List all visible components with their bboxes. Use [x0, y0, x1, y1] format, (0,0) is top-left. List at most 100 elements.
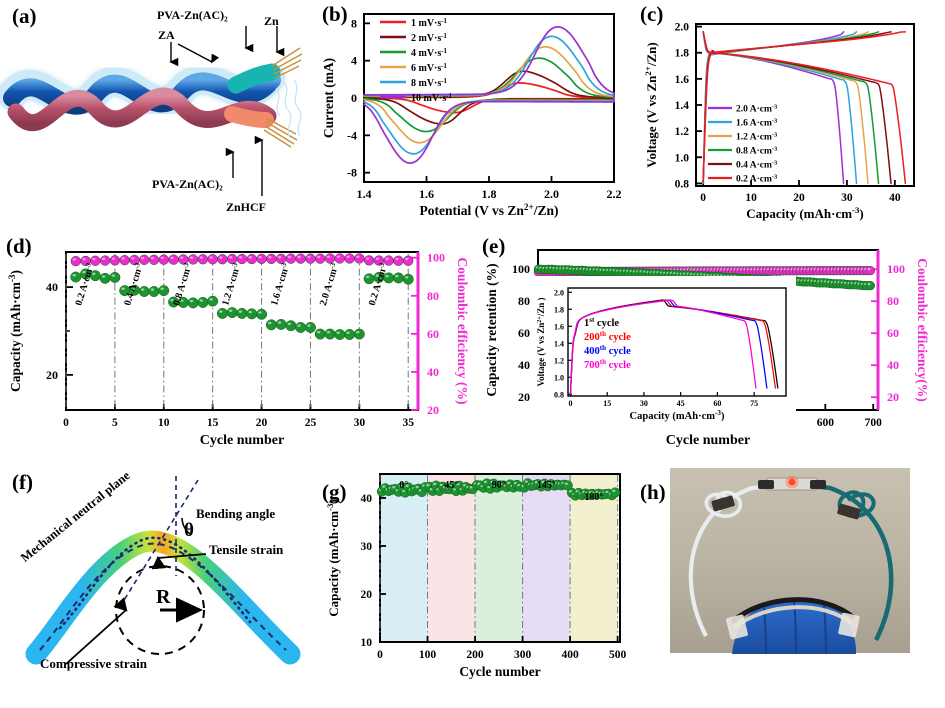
capacity-point — [610, 487, 621, 498]
panel-g: (g) 0 100 200 300 400 500 10 20 30 40 Cycle number… — [320, 458, 650, 708]
znhcf-segment — [224, 106, 274, 128]
axis-tick-label: 0 — [63, 417, 69, 429]
capacity-point — [562, 480, 573, 491]
zn-segment — [227, 63, 281, 94]
y-axis-title: Capacity retention (%) — [484, 263, 499, 396]
ce-point — [139, 254, 150, 265]
legend-label-4: 0.4 A·cm-3 — [736, 159, 777, 171]
legend-label-1: 2 mV·s-1 — [411, 33, 448, 45]
capacity-point — [109, 272, 121, 283]
panel-h: (h) — [640, 458, 945, 708]
capacity-point — [353, 328, 365, 340]
capacity-point — [295, 322, 307, 333]
ce-point — [99, 255, 111, 266]
capacity-point — [402, 273, 414, 285]
capacity-point — [304, 322, 316, 333]
wire-clip-right — [837, 503, 861, 520]
ce-point — [236, 253, 248, 265]
flexible-battery-device — [730, 597, 856, 624]
axis-tick-label: 1.6 — [554, 322, 564, 331]
annotation-radius: R — [156, 586, 171, 608]
bend-region-1 — [427, 474, 476, 642]
panel-a-label: (a) — [12, 4, 37, 28]
panel-e-chart: 0100200300400500600700202040406060808010… — [484, 249, 930, 448]
axis-tick-label: 40 — [361, 493, 373, 505]
x-axis-title: Potential (V vs Zn2+/Zn) — [420, 202, 559, 218]
ce-point — [295, 253, 306, 264]
capacity-point — [314, 328, 326, 340]
axis-tick-label: 0 — [377, 649, 383, 661]
panel-e: (e) 010020030040050060070020204040606080… — [480, 230, 945, 458]
panel-c: (c) 0 10 20 30 40 0.8 1.0 1.2 1.4 1.6 1.8 2.0 Capaci… — [640, 0, 945, 230]
white-wire-bow — [704, 490, 743, 518]
ce-point — [217, 254, 228, 265]
axis-tick-label: 600 — [817, 417, 835, 429]
legend-label-1: 1.6 A·cm-3 — [736, 117, 777, 129]
bend-region-label-1: 45° — [444, 480, 458, 491]
tape-right — [838, 612, 860, 638]
led-lamp — [788, 478, 796, 486]
ce-point — [168, 254, 179, 265]
panel-c-chart: 0 10 20 30 40 0.8 1.0 1.2 1.4 1.6 1.8 2.0 Capacity (… — [643, 22, 915, 221]
panel-f-schematic — [25, 476, 301, 665]
gold-fiber-tip-top — [271, 47, 303, 79]
ce-point — [865, 265, 875, 276]
axis-tick-label: 1.8 — [554, 305, 564, 314]
bend-radius-circle — [115, 565, 205, 655]
axis-tick-label: 10 — [158, 417, 170, 429]
legend-label-0: 2.0 A·cm-3 — [736, 103, 777, 115]
ce-point — [266, 253, 277, 265]
panel-b: (b) 1.4 1.6 1.8 2.0 2.2 8 4 0 -4 -8 Potential (V v… — [320, 0, 640, 230]
ce-point — [344, 253, 355, 264]
panel-f: (f) — [0, 458, 330, 708]
rate-label-5: 2.0 A·cm-3 — [317, 261, 341, 306]
tape-left — [726, 614, 748, 640]
annotation-za: ZA — [158, 28, 175, 42]
panel-b-chart: 1.4 1.6 1.8 2.0 2.2 8 4 0 -4 -8 Potential (V vs Zn… — [321, 13, 622, 218]
axis-tick-label: 4 — [351, 54, 357, 68]
axis-tick-label: 100 — [887, 262, 905, 276]
bend-region-4 — [570, 474, 618, 642]
ce-point — [70, 255, 81, 267]
annotation-tensile-strain: Tensile strain — [209, 542, 284, 557]
capacity-point — [275, 318, 287, 330]
axis-tick-label: 80 — [518, 294, 530, 308]
teal-wire — [795, 481, 894, 642]
axis-tick-label: 40 — [887, 358, 899, 372]
capacity-point — [256, 308, 268, 320]
y2-axis-title: Coulombic efficiency(%) — [915, 258, 930, 402]
ce-point — [324, 253, 336, 264]
ce-point — [383, 255, 394, 266]
capacity-point — [265, 319, 277, 331]
axis-tick-label: 10 — [361, 637, 373, 649]
axis-tick-label: 300 — [514, 649, 532, 661]
fiber-cathode-strand — [7, 87, 277, 132]
white-wire — [688, 481, 791, 637]
axis-tick-label: 100 — [427, 251, 445, 265]
axis-tick-label: 20 — [361, 589, 373, 601]
axis-tick-label: 80 — [427, 289, 439, 303]
x-axis-title: Cycle number — [200, 433, 284, 448]
fiber-anode-strand — [3, 71, 281, 115]
capacity-point — [70, 271, 82, 283]
panel-b-label: (b) — [322, 2, 348, 26]
axis-tick-label: 1.4 — [554, 339, 564, 348]
inset-legend-label-0: 1st cycle — [584, 316, 619, 329]
inset-x-axis-title: Capacity (mAh·cm-3) — [630, 409, 725, 422]
axis-tick-label: 0.8 — [675, 178, 690, 190]
axis-tick-label: 15 — [207, 417, 219, 429]
ce-point — [197, 254, 209, 265]
panel-d: (d) 0 5 10 15 20 25 30 35 20 40 20 40 60 80 100 Cycle n… — [0, 230, 480, 458]
ce-point — [148, 254, 160, 265]
panel-g-label: (g) — [322, 480, 347, 504]
discharge-curve-5 — [702, 31, 907, 185]
axis-tick-label: 25 — [305, 417, 317, 429]
axis-tick-label: 0 — [351, 91, 357, 105]
axis-tick-label: 0.8 — [554, 390, 564, 399]
axis-tick-label: 20 — [256, 417, 268, 429]
y-axis-title: Capacity (mAh·cm-3) — [7, 270, 23, 392]
inset-legend-label-3: 700th cycle — [584, 358, 631, 371]
bend-region-label-3: 145° — [537, 480, 556, 491]
bend-region-0 — [380, 474, 428, 642]
capacity-point — [324, 328, 336, 340]
